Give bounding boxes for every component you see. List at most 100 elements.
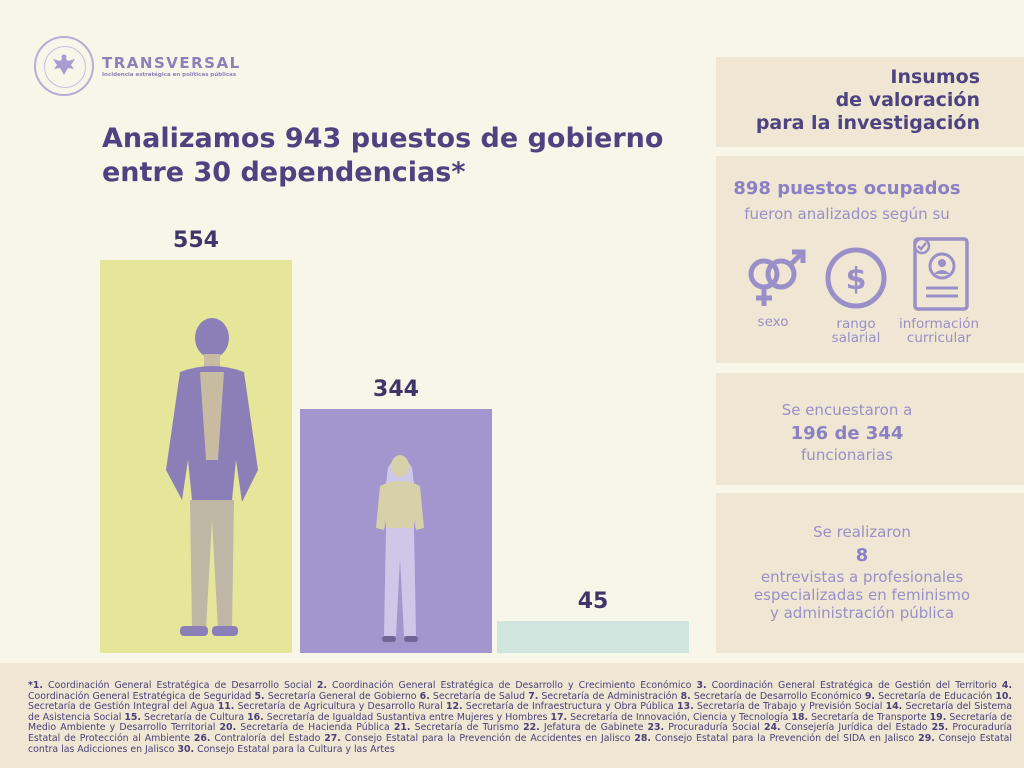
panel-highlight: 898 puestos ocupados (733, 178, 961, 199)
footnote-text: Coordinación General Estratégica de Gest… (706, 680, 1002, 691)
panel-text: fueron analizados según su (744, 205, 950, 223)
footnote-text: Consejo Estatal para la Cultura y las Ar… (194, 743, 395, 755)
gender-symbols-icon (748, 249, 806, 306)
icon-label-informacion-curricular: información curricular (894, 317, 984, 345)
footnote-text: Secretaría de Turismo (410, 722, 524, 734)
icon-label-line: curricular (906, 330, 972, 346)
svg-text:$: $ (846, 262, 867, 297)
footnote-number: 12. (445, 701, 463, 713)
footnote-text: Secretaría de Agricultura y Desarrollo R… (234, 701, 446, 713)
footnote-number: 13. (677, 701, 694, 713)
eagle-icon (53, 54, 75, 75)
bar-value-label: 344 (373, 377, 419, 402)
footnote-number: 14. (885, 701, 903, 713)
footnote-text: Secretaría del Sistema de Asistencia Soc… (28, 701, 1013, 723)
footnote-number: 20. (219, 722, 237, 734)
footnotes-text: *1. Coordinación General Estratégica de … (28, 680, 1013, 755)
panel-highlight: 196 de 344 (790, 423, 904, 444)
footnote-number: 2. (316, 680, 327, 691)
headline: Analizamos 943 puestos de gobierno entre… (102, 123, 664, 188)
bar-value-label: 45 (577, 589, 609, 614)
footnote-number: 21. (393, 722, 411, 734)
footnote-number: 4. (1001, 680, 1013, 691)
panel-highlight: 8 (855, 545, 869, 566)
icon-label-line: información (898, 316, 980, 332)
panel-title-line: de valoración (835, 89, 980, 111)
footnote-text: Consejo Estatal contra las Adicciones en… (28, 732, 1012, 755)
footnote-number: *1. (28, 680, 43, 691)
footnote-text: Coordinación General Estratégica de Desa… (326, 680, 697, 691)
footnote-number: 9. (864, 690, 875, 702)
footnotes-panel: *1. Coordinación General Estratégica de … (0, 663, 1024, 768)
footnote-text: Secretaría de Igualdad Sustantiva entre … (263, 711, 551, 723)
footnote-text: Secretaría de Medio Ambiente y Desarroll… (28, 711, 1013, 734)
footnote-text: Procuraduría Estatal de Protección al Am… (28, 722, 1013, 744)
footnote-number: 15. (124, 711, 141, 723)
panel-text: funcionarias (801, 446, 893, 464)
footnote-number: 17. (550, 711, 568, 723)
icon-label-line: salarial (831, 330, 881, 346)
footnote-text: Contraloría del Estado (210, 732, 325, 744)
panel-encuesta: Se encuestaron a 196 de 344 funcionarias (716, 373, 1024, 485)
footnote-text: Secretaría de Hacienda Pública (236, 722, 394, 734)
footnote-number: 26. (193, 732, 211, 744)
footnote-number: 16. (247, 711, 264, 723)
footnote-number: 24. (764, 722, 781, 734)
panel-title-line: Insumos (890, 66, 980, 88)
footnote-text: Secretaría de Educación (874, 690, 996, 702)
footnote-number: 19. (929, 711, 947, 723)
footnote-number: 6. (419, 690, 430, 702)
footnote-number: 27. (324, 732, 341, 744)
footnote-number: 30. (177, 743, 195, 755)
footnote-number: 5. (254, 690, 265, 702)
footnote-number: 18. (791, 711, 809, 723)
footnote-text: Secretaría de Transporte (808, 711, 930, 723)
footnote-text: Secretaría de Cultura (140, 711, 248, 723)
footnote-text: Coordinación General Estratégica de Segu… (28, 690, 255, 702)
footnote-number: 11. (217, 701, 235, 713)
bar-chart: 554 344 45 (100, 228, 689, 653)
panel-insumos: Insumos de valoración para la investigac… (716, 57, 1024, 147)
footnote-text: Secretaría de Administración (538, 690, 681, 702)
bar-value-label: 554 (173, 228, 219, 253)
footnote-text: Consejería Jurídica del Estado (780, 722, 932, 734)
footnote-number: 10. (995, 690, 1012, 702)
footnote-text: Secretaría de Innovación, Ciencia y Tecn… (567, 711, 792, 723)
footnote-text: Secretaría de Gestión Integral del Agua (28, 701, 218, 713)
footnote-text: Coordinación General Estratégica de Desa… (43, 680, 317, 691)
footnote-text: Secretaría de Desarrollo Económico (690, 690, 865, 702)
icon-label-line: sexo (757, 314, 789, 330)
footnote-number: 3. (696, 680, 707, 691)
bar-no-ocupados (497, 621, 689, 653)
man-silhouette-illustration (166, 318, 258, 636)
panel-entrevistas: Se realizaron 8 entrevistas a profesiona… (716, 493, 1024, 653)
panel-text: Se realizaron (813, 523, 911, 541)
government-seal-logo (34, 36, 94, 96)
footnote-number: 7. (528, 690, 539, 702)
brand-name: TRANSVERSAL (102, 54, 241, 72)
woman-silhouette-illustration (376, 455, 424, 642)
footnote-number: 25. (931, 722, 949, 734)
footnote-text: Consejo Estatal para la Prevención de Ac… (340, 732, 635, 744)
icon-label-rango-salarial: rango salarial (811, 317, 901, 345)
footnote-number: 22. (523, 722, 540, 734)
footnote-text: Jefatura de Gabinete (539, 722, 648, 734)
resume-document-icon (913, 237, 969, 311)
footnote-text: Consejo Estatal para la Prevención del S… (651, 732, 919, 744)
panel-title-line: para la investigación (755, 112, 980, 134)
footnote-text: Procuraduría Social (664, 722, 764, 734)
footnote-text: Secretaría de Trabajo y Previsión Social (693, 701, 886, 713)
footnote-text: Secretaría de Salud (429, 690, 529, 702)
panel-text: entrevistas a profesionales (760, 568, 964, 586)
footnote-number: 23. (647, 722, 665, 734)
footnote-text: Secretaría General de Gobierno (264, 690, 420, 702)
footnote-number: 29. (918, 732, 935, 744)
footnote-number: 8. (680, 690, 691, 702)
icon-label-line: rango (836, 316, 876, 332)
brand-tagline: Incidencia estratégica en políticas públ… (102, 72, 237, 78)
icon-label-sexo: sexo (728, 315, 818, 329)
panel-analizados: 898 puestos ocupados fueron analizados s… (716, 156, 1024, 363)
panel-text: y administración pública (769, 604, 955, 622)
footnote-text: Secretaría de Infraestructura y Obra Púb… (462, 701, 678, 713)
panel-text: especializadas en feminismo (753, 586, 971, 604)
